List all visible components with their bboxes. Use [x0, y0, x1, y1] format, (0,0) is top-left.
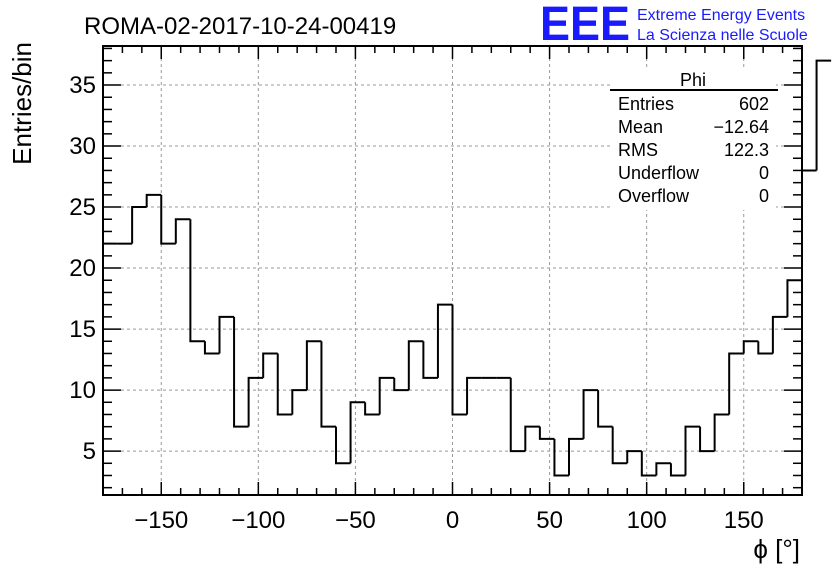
histogram-bin	[509, 377, 526, 453]
logo-line-2: La Scienza nelle Scuole	[637, 27, 808, 44]
histogram-bin	[742, 340, 759, 354]
histogram-bin	[189, 219, 205, 343]
stats-row-label: Overflow	[618, 186, 690, 206]
histogram-bin	[174, 218, 191, 244]
y-tick-label: 15	[69, 316, 96, 343]
y-tick-label: 20	[69, 255, 96, 282]
x-tick-label: 150	[724, 507, 764, 534]
x-tick-label: −100	[231, 507, 285, 534]
histogram-bin	[713, 413, 730, 452]
eee-logo: EEE Extreme Energy Events La Scienza nel…	[540, 0, 808, 51]
eee-logo-mark: EEE	[540, 0, 630, 51]
logo-line-1: Extreme Energy Events	[637, 7, 805, 24]
stats-box-title: Phi	[680, 70, 706, 90]
histogram-bin	[801, 169, 817, 281]
histogram-bin	[815, 59, 832, 171]
stats-rows: Entries 602 Mean −12.64 RMS 122.3 Underflow 0 Ov…	[618, 94, 769, 206]
histogram-bin	[247, 376, 264, 427]
histogram-bin	[378, 376, 395, 415]
histogram-bin	[262, 352, 278, 378]
y-axis-label: Entries/bin	[7, 42, 37, 165]
histogram-bin	[233, 316, 249, 428]
histogram-bin	[669, 463, 686, 477]
axis-ticks	[102, 46, 803, 495]
x-tick-label: −150	[134, 507, 188, 534]
histogram-bin	[145, 193, 162, 208]
histogram-bin	[582, 389, 599, 439]
x-axis-label: ϕ [°]	[753, 534, 800, 564]
x-tick-labels: −150 −100 −50 0 50 100 150	[134, 507, 764, 534]
histogram-bin	[131, 206, 147, 244]
chart-title: ROMA-02-2017-10-24-00419	[84, 13, 396, 40]
histogram-bin	[684, 425, 701, 476]
histogram-bin	[436, 303, 453, 378]
histogram-bin	[771, 315, 788, 354]
histogram-bin	[305, 340, 322, 391]
histogram-bin	[320, 341, 336, 428]
histogram-bin	[466, 376, 482, 415]
histogram-bin	[276, 353, 293, 416]
histogram-bin	[393, 377, 409, 392]
y-tick-label: 10	[69, 377, 96, 404]
y-tick-label: 30	[69, 133, 96, 160]
y-tick-label: 5	[83, 438, 96, 465]
histogram-bin	[655, 462, 671, 476]
stats-row-label: Underflow	[618, 163, 700, 183]
histogram-bin	[640, 451, 657, 477]
histogram-bin	[553, 438, 569, 477]
x-tick-label: −50	[335, 507, 376, 534]
stats-row-value: −12.64	[713, 117, 769, 137]
histogram-bin	[364, 402, 380, 416]
histogram-bin	[203, 341, 220, 355]
histogram-bin	[611, 426, 628, 465]
histogram-bin	[218, 315, 235, 354]
histogram-bin	[757, 341, 773, 355]
stats-row-label: Entries	[618, 94, 674, 114]
stats-row-value: 0	[759, 186, 769, 206]
stats-row-label: Mean	[618, 117, 663, 137]
histogram-bin	[728, 352, 744, 415]
histogram-bin	[407, 340, 424, 391]
histogram-bin	[291, 389, 307, 415]
x-tick-label: 0	[446, 507, 459, 534]
histogram-bin	[102, 242, 118, 495]
stats-row-value: 0	[759, 163, 769, 183]
histogram-bin	[349, 401, 366, 464]
stats-row-label: RMS	[618, 140, 658, 160]
y-tick-label: 25	[69, 194, 96, 221]
x-tick-label: 50	[536, 507, 563, 534]
histogram-bin	[786, 279, 802, 317]
histogram-bars	[102, 59, 832, 495]
histogram-bin	[524, 425, 540, 452]
histogram-bin	[626, 450, 642, 464]
histogram-bin	[422, 341, 438, 379]
histogram-bin	[538, 426, 555, 440]
histogram-bin	[160, 194, 176, 245]
histogram-bin	[335, 426, 351, 465]
histogram-bin	[699, 426, 715, 453]
stats-row-value: 602	[739, 94, 769, 114]
histogram-bin	[451, 304, 468, 416]
y-tick-label: 35	[69, 72, 96, 99]
stats-box: Phi Entries 602 Mean −12.64 RMS 122.3 Underflo…	[610, 68, 778, 210]
y-tick-labels: 5 10 15 20 25 30 35	[69, 72, 96, 465]
histogram-bin	[568, 437, 584, 476]
x-tick-label: 100	[627, 507, 667, 534]
stats-row-value: 122.3	[724, 140, 769, 160]
histogram-bin	[597, 390, 613, 428]
